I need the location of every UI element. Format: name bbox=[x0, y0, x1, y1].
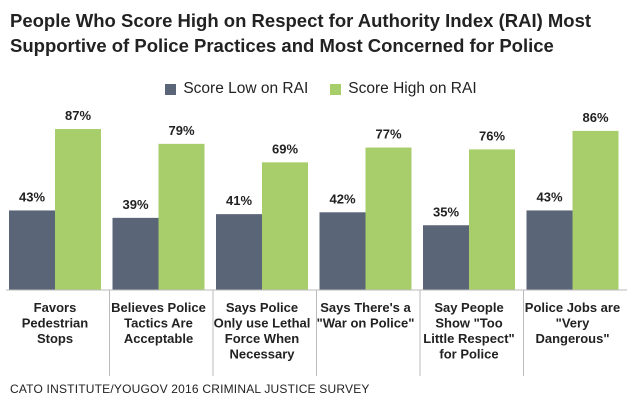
data-label-high-5: 86% bbox=[582, 110, 608, 125]
category-label-5: Police Jobs are "Very Dangerous" bbox=[525, 300, 620, 346]
category-label-1: Believes Police Tactics Are Acceptable bbox=[111, 300, 206, 346]
legend-label-high: Score High on RAI bbox=[348, 80, 477, 97]
bar-high-3 bbox=[365, 147, 412, 290]
bar-low-3 bbox=[319, 212, 366, 290]
bar-low-4 bbox=[423, 225, 469, 290]
data-label-low-2: 41% bbox=[226, 193, 252, 208]
data-label-high-2: 69% bbox=[272, 141, 298, 156]
legend-label-low: Score Low on RAI bbox=[183, 80, 309, 97]
chart-title: People Who Score High on Respect for Aut… bbox=[10, 10, 592, 56]
category-label-0: Favors Pedestrian Stops bbox=[22, 300, 89, 346]
legend-swatch-high bbox=[330, 83, 342, 95]
bar-low-1 bbox=[112, 217, 159, 290]
legend-item-high: Score High on RAI bbox=[330, 80, 477, 98]
bar-low-5 bbox=[526, 210, 573, 290]
data-label-low-3: 42% bbox=[329, 191, 355, 206]
legend-item-low: Score Low on RAI bbox=[165, 80, 308, 98]
data-label-low-1: 39% bbox=[122, 197, 148, 212]
bar-high-5 bbox=[572, 130, 619, 290]
category-label-4: Say People Show "Too Little Respect" for Po… bbox=[423, 300, 514, 362]
bar-low-0 bbox=[9, 210, 55, 290]
legend-swatch-low bbox=[165, 83, 177, 95]
bar-low-2 bbox=[216, 214, 262, 290]
bar-high-2 bbox=[262, 162, 308, 290]
bar-chart: 43% 87% Favors Pedestrian Stops 39% 79% Believe… bbox=[6, 108, 627, 376]
legend: Score Low on RAI Score High on RAI bbox=[0, 80, 642, 98]
category-label-2: Says Police Only use Lethal Force When Nece… bbox=[214, 300, 311, 362]
data-label-low-5: 43% bbox=[536, 189, 562, 204]
data-label-high-3: 77% bbox=[375, 127, 401, 142]
bar-high-4 bbox=[469, 149, 515, 290]
bar-high-0 bbox=[55, 129, 101, 290]
data-label-low-0: 43% bbox=[19, 189, 45, 204]
data-label-high-1: 79% bbox=[168, 123, 194, 138]
data-label-high-4: 76% bbox=[479, 128, 505, 143]
data-label-high-0: 87% bbox=[65, 108, 91, 123]
category-label-3: Says There's a "War on Police" bbox=[317, 300, 415, 331]
bar-high-1 bbox=[158, 143, 205, 290]
data-label-low-4: 35% bbox=[433, 204, 459, 219]
source-note: CATO INSTITUTE/YOUGOV 2016 CRIMINAL JUST… bbox=[10, 382, 370, 396]
